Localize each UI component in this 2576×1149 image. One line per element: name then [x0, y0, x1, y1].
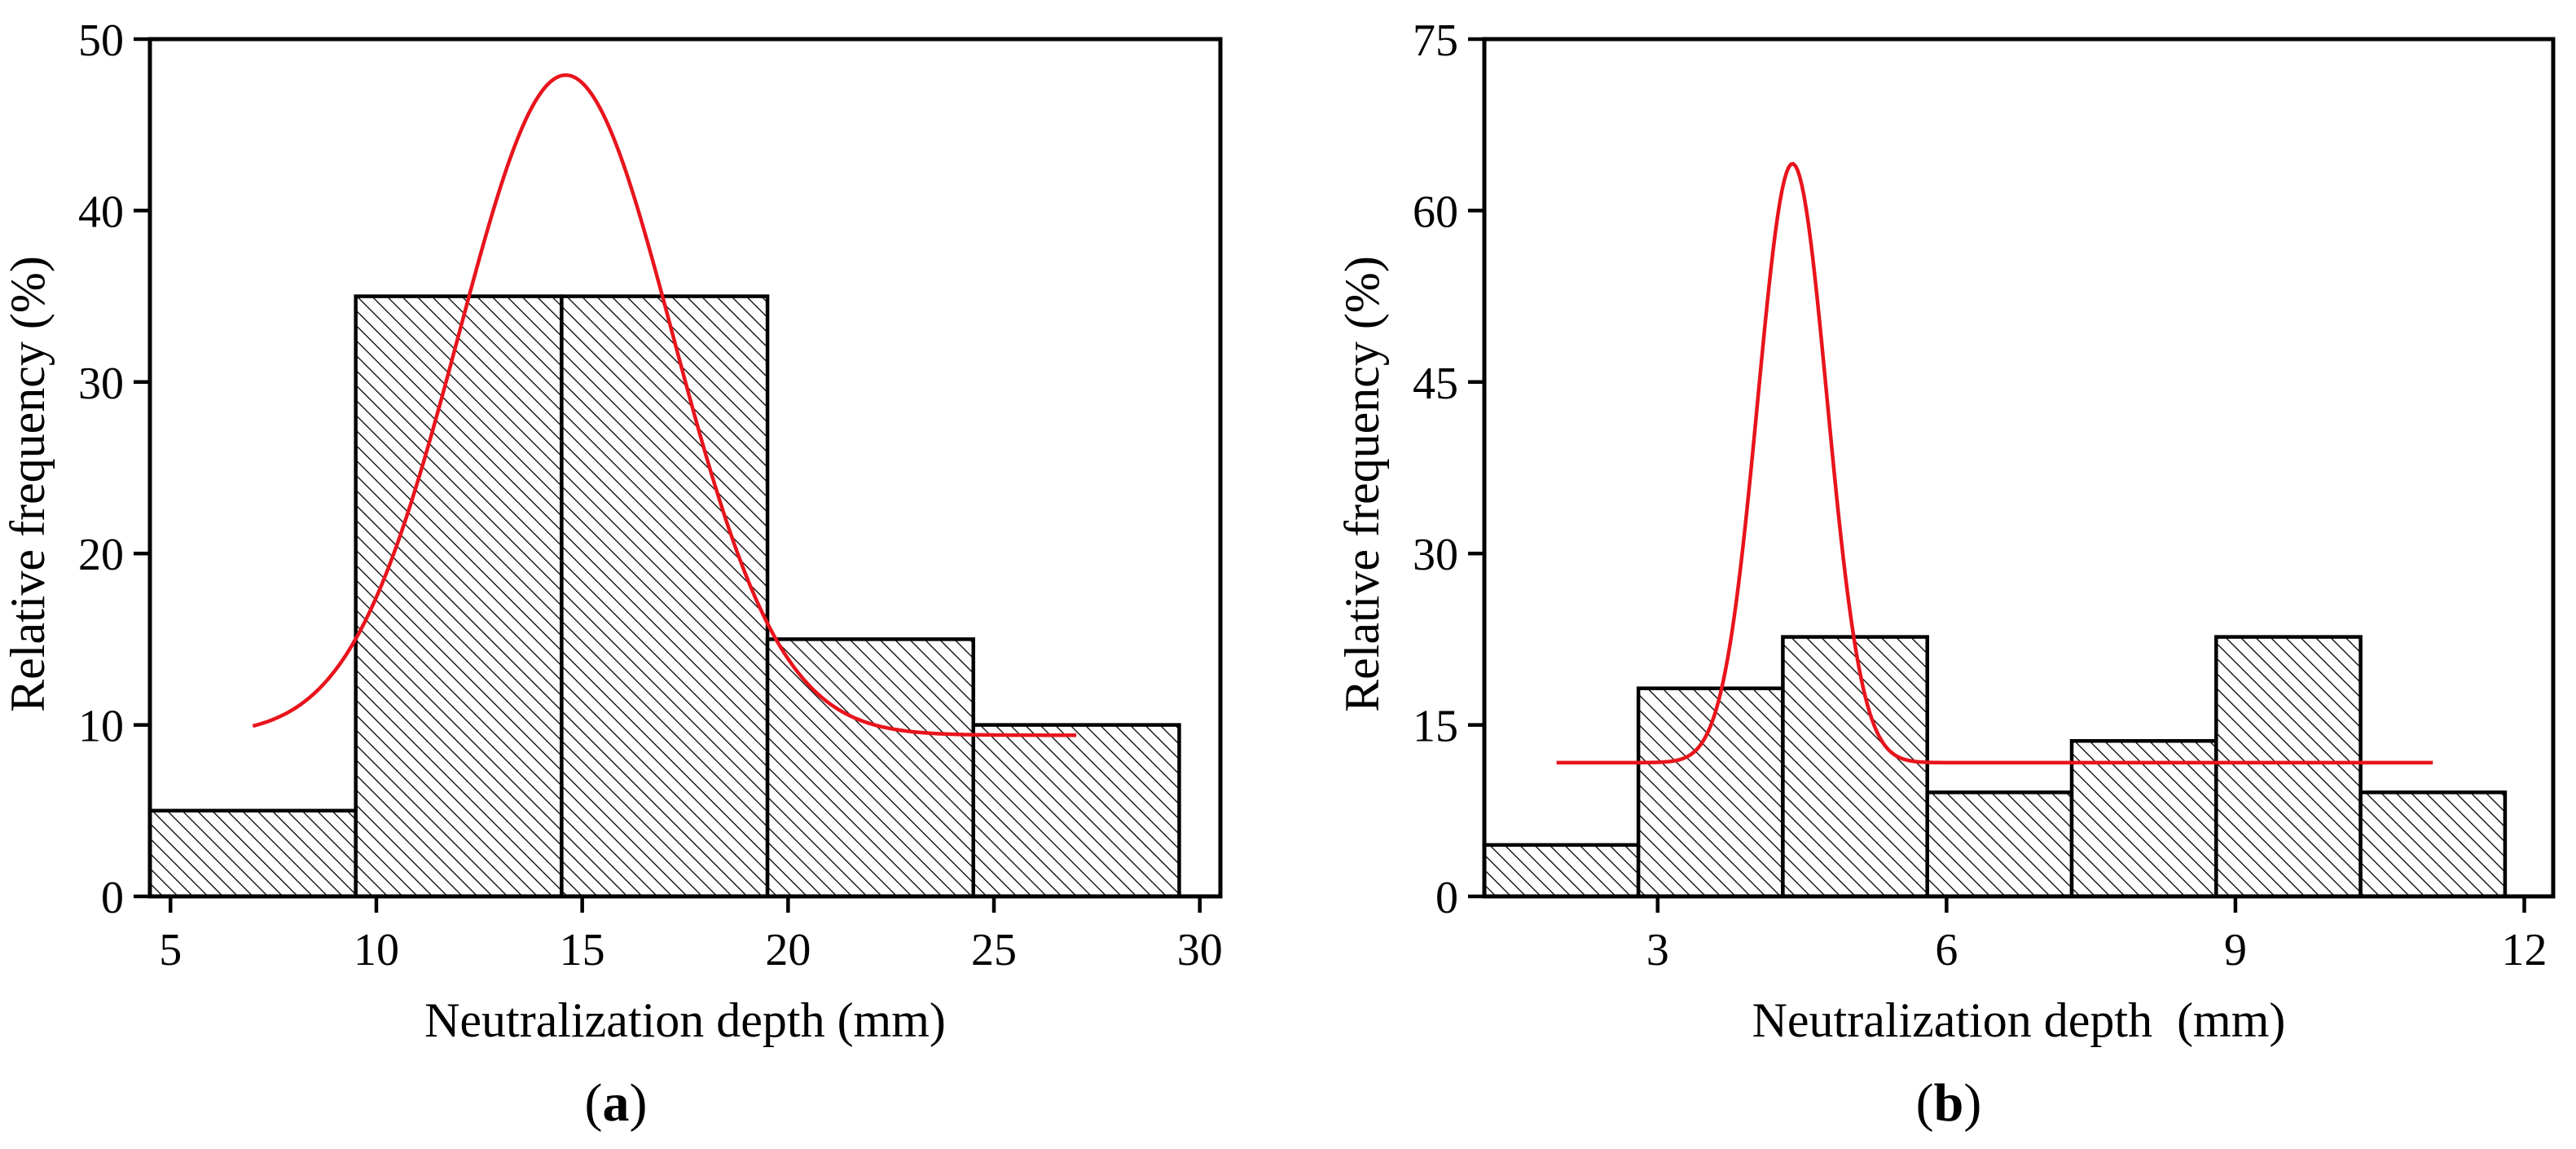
chart-b-bar-7 [2358, 790, 2508, 899]
chart-a-y-tick-label-10: 10 [78, 702, 124, 752]
chart-a-caption-close-paren: ) [630, 1073, 648, 1133]
chart-b-bar-6 [2214, 635, 2363, 899]
chart-b-caption-open-paren: ( [1916, 1073, 1934, 1133]
chart-a-fit-curve [252, 73, 1077, 737]
chart-b-caption-letter: b [1934, 1073, 1964, 1133]
chart-b-y-tick-label-60: 60 [1413, 187, 1458, 237]
chart-a: 5 10 15 20 25 30 0 10 20 30 40 50 Neutralization d… [1, 15, 1223, 1133]
chart-a-y-tick-label-40: 40 [78, 187, 124, 237]
chart-b-x-ticks: 3 6 9 12 [1646, 896, 2547, 975]
chart-a-x-ticks: 5 10 15 20 25 30 [159, 896, 1223, 975]
chart-a-bar-1 [147, 808, 358, 899]
chart-b-y-tick-label-45: 45 [1413, 359, 1458, 409]
chart-a-caption: (a) [585, 1073, 648, 1133]
chart-a-bars [147, 294, 1181, 899]
chart-b-y-ticks: 0 15 30 45 60 75 [1413, 15, 1484, 923]
chart-a-bar-3 [560, 294, 770, 899]
chart-b-x-axis-label: Neutralization depth (mm) [1752, 993, 2286, 1047]
chart-a-x-tick-label-15: 15 [560, 925, 605, 975]
chart-b-y-tick-label-15: 15 [1413, 702, 1458, 752]
chart-a-bar-5 [971, 723, 1181, 899]
chart-b-x-tick-label-12: 12 [2502, 925, 2547, 975]
chart-b: 3 6 9 12 0 15 30 45 60 75 Neutralization depth (… [1335, 15, 2556, 1133]
chart-b-y-axis-label: Relative frequency (%) [1335, 256, 1389, 712]
chart-a-y-tick-label-50: 50 [78, 15, 124, 66]
chart-b-bars [1482, 635, 2508, 899]
chart-b-bar-3 [1781, 635, 1929, 899]
chart-b-fit-curve [1556, 161, 2433, 765]
chart-b-x-tick-label-9: 9 [2224, 925, 2247, 975]
chart-a-plot-frame [147, 37, 1223, 899]
chart-a-y-ticks: 0 10 20 30 40 50 [78, 15, 150, 923]
chart-a-y-tick-label-30: 30 [78, 359, 124, 409]
chart-b-x-tick-label-3: 3 [1646, 925, 1669, 975]
chart-a-bar-2 [354, 294, 564, 899]
chart-b-plot-frame [1482, 37, 2556, 899]
chart-a-x-tick-label-20: 20 [765, 925, 811, 975]
chart-a-y-tick-label-20: 20 [78, 530, 124, 580]
chart-b-caption-close-paren: ) [1963, 1073, 1981, 1133]
chart-b-y-tick-label-0: 0 [1435, 873, 1458, 923]
chart-a-caption-open-paren: ( [585, 1073, 603, 1133]
chart-a-bar-4 [765, 637, 976, 899]
chart-b-x-tick-label-6: 6 [1935, 925, 1958, 975]
chart-a-x-tick-label-10: 10 [354, 925, 399, 975]
chart-b-bar-1 [1482, 843, 1641, 899]
chart-b-bar-5 [2069, 738, 2218, 899]
chart-a-x-axis-label: Neutralization depth (mm) [424, 993, 946, 1047]
chart-b-caption: (b) [1916, 1073, 1982, 1133]
chart-a-y-tick-label-0: 0 [101, 873, 124, 923]
chart-a-x-tick-label-25: 25 [971, 925, 1017, 975]
chart-b-y-tick-label-30: 30 [1413, 530, 1458, 580]
chart-a-caption-letter: a [603, 1073, 630, 1133]
chart-b-bar-4 [1925, 790, 2074, 899]
chart-a-y-axis-label: Relative frequency (%) [1, 256, 55, 712]
chart-b-y-tick-label-75: 75 [1413, 15, 1458, 66]
chart-a-x-tick-label-30: 30 [1177, 925, 1223, 975]
chart-a-x-tick-label-5: 5 [159, 925, 182, 975]
chart-b-bar-2 [1636, 686, 1785, 899]
